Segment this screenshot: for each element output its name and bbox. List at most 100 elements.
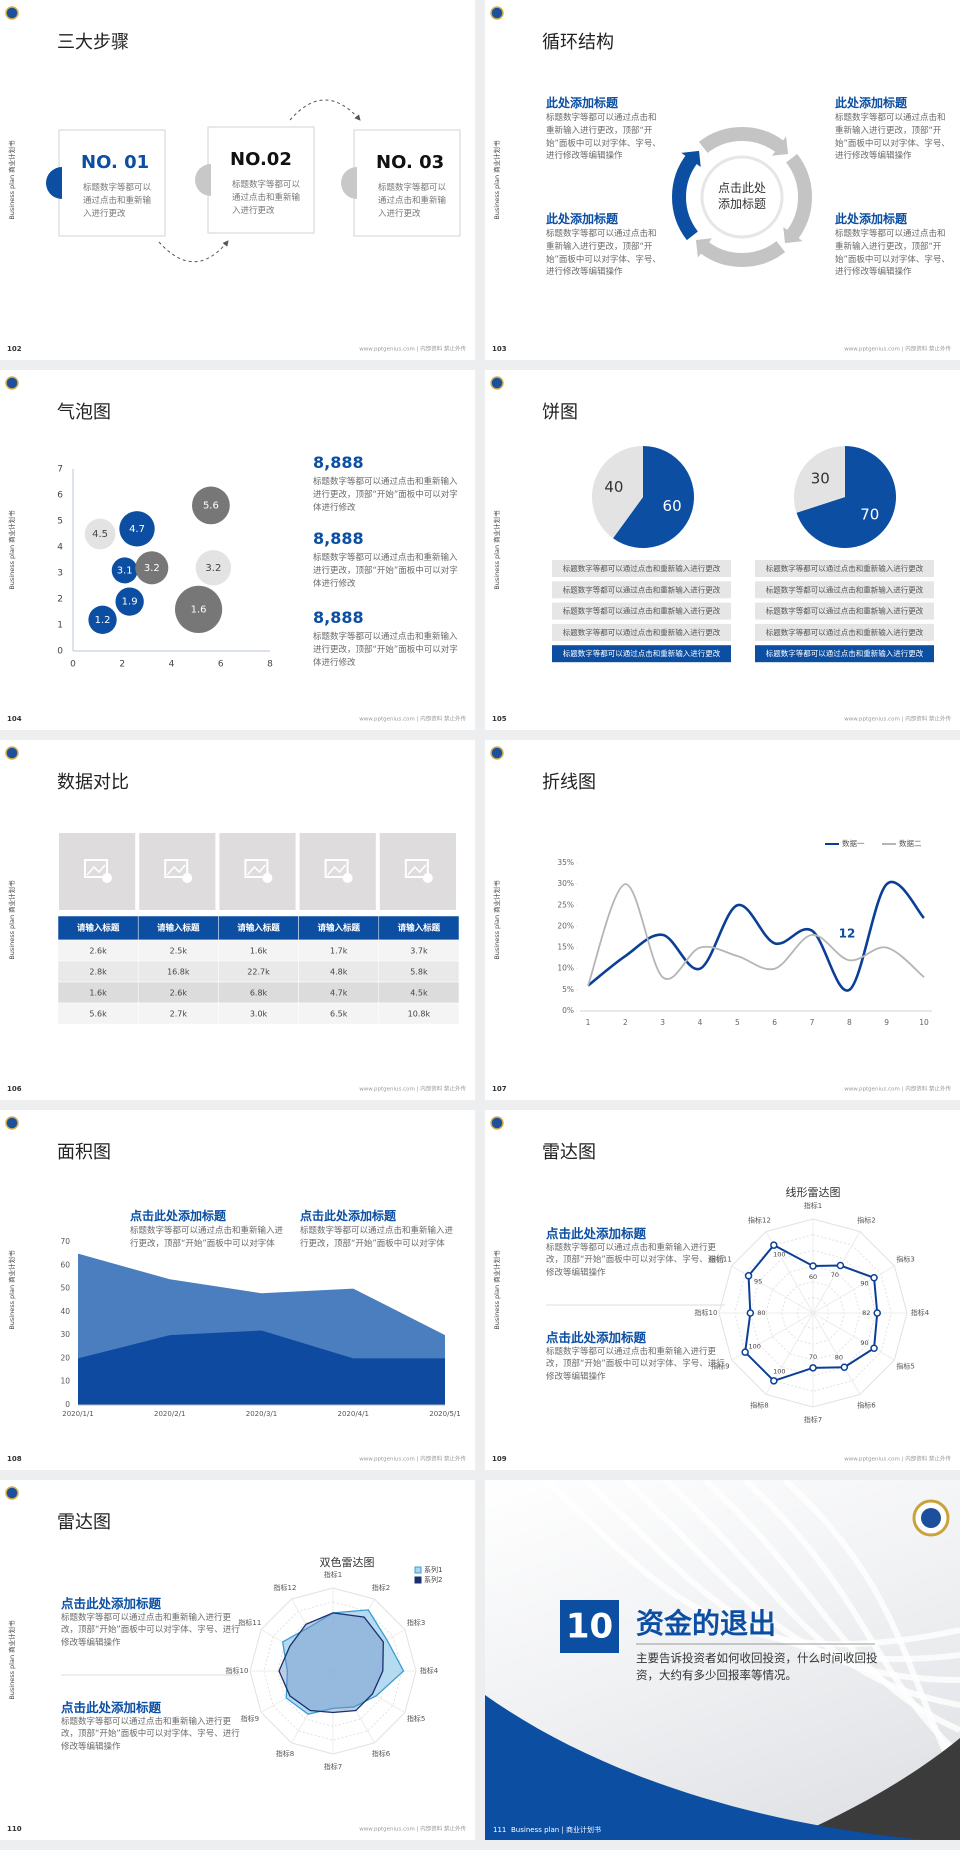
pie-item-text: 标题数字等都可以通过点击和重新输入进行更改 bbox=[766, 606, 924, 616]
radar-value-label: 100 bbox=[773, 1367, 785, 1375]
x-tick-label: 2020/4/1 bbox=[338, 1410, 369, 1418]
pie-item-bar bbox=[552, 645, 731, 663]
section-title: 资金的退出 bbox=[636, 1607, 777, 1640]
radar-title: 线形雷达图 bbox=[786, 1185, 841, 1199]
slide-graphics: Business plan 商业计划书 106 www.pptgenius.com … bbox=[5, 746, 466, 1093]
y-tick-label: 50 bbox=[60, 1284, 70, 1293]
image-icon-plus bbox=[262, 873, 273, 883]
series-area bbox=[78, 1330, 445, 1405]
step-tab bbox=[195, 164, 211, 196]
block-heading: 点击此处添加标题 bbox=[546, 1330, 647, 1345]
block-text: 标题数字等都可以通过点击和重新输入进行更改，顶部“开始”面板中可以对字体 bbox=[130, 1226, 284, 1249]
radar-value-label: 90 bbox=[860, 1339, 868, 1347]
bubble-label: 1.2 bbox=[95, 615, 111, 626]
x-tick-label: 2020/5/1 bbox=[429, 1410, 460, 1418]
image-icon bbox=[164, 859, 189, 878]
pie-item-text: 标题数字等都可以通过点击和重新输入进行更改 bbox=[766, 648, 924, 658]
cycle-arrow-head bbox=[681, 150, 701, 168]
legend-swatch bbox=[414, 1566, 422, 1574]
y-tick-label: 20 bbox=[60, 1353, 70, 1362]
block-text: 标题数字等都可以通过点击和重新输入进行更改，顶部“开始”面板中可以对字体、字号、… bbox=[61, 1612, 240, 1649]
table-header-text: 请输入标题 bbox=[237, 923, 280, 934]
pie-item-text: 标题数字等都可以通过点击和重新输入进行更改 bbox=[766, 563, 924, 573]
table-cell-text: 2.8k bbox=[89, 968, 107, 977]
table-cell-text: 3.7k bbox=[410, 947, 428, 956]
section-text: 主要告诉投资者如何收回投资，什么时间收回投资，大约有多少回报率等情况。 bbox=[636, 1651, 878, 1683]
logo bbox=[5, 376, 19, 390]
pie-slice bbox=[592, 446, 643, 539]
slide: Business plan 商业计划书 104 www.pptgenius.com … bbox=[0, 370, 475, 730]
slide: Business plan 商业计划书 108 www.pptgenius.com … bbox=[0, 1110, 475, 1470]
table-cell-text: 1.6k bbox=[250, 947, 268, 956]
radar-axis-label: 指标3 bbox=[407, 1618, 425, 1627]
logo bbox=[490, 376, 504, 390]
pie-item-bar bbox=[552, 560, 731, 577]
table-header-text: 请输入标题 bbox=[77, 923, 120, 934]
x-tick-label: 0 bbox=[70, 660, 76, 670]
radar-axis-label: 指标9 bbox=[241, 1714, 259, 1723]
side-label: Business plan 商业计划书 bbox=[7, 140, 16, 220]
slide: 10 111 Business plan | 商业计划书 资金的退出 主要告诉投资者如何… bbox=[485, 1480, 960, 1840]
block-heading: 此处添加标题 bbox=[546, 96, 619, 110]
slide-title: 三大步骤 bbox=[57, 32, 129, 53]
slide-title: 循环结构 bbox=[542, 32, 614, 53]
y-tick-label: 15% bbox=[557, 943, 574, 952]
radar-value-label: 70 bbox=[809, 1353, 817, 1361]
pie-item-text: 标题数字等都可以通过点击和重新输入进行更改 bbox=[563, 584, 721, 594]
block-heading: 此处添加标题 bbox=[835, 96, 908, 110]
x-tick-label: 7 bbox=[810, 1018, 815, 1027]
slide: Business plan 商业计划书 102 www.pptgenius.com … bbox=[0, 0, 475, 360]
table-cell bbox=[378, 1002, 460, 1025]
slide-title: 气泡图 bbox=[57, 402, 111, 423]
cycle-arrow-head bbox=[695, 238, 713, 258]
radar-title: 双色雷达图 bbox=[320, 1555, 375, 1569]
y-tick-label: 0% bbox=[562, 1006, 574, 1015]
radar-point bbox=[809, 1364, 817, 1372]
bubble bbox=[111, 557, 138, 584]
image-icon-mountain bbox=[327, 864, 347, 876]
block-heading: 点击此处添加标题 bbox=[546, 1226, 647, 1241]
page-number: 110 bbox=[7, 1825, 22, 1833]
image-icon-mountain bbox=[166, 864, 186, 876]
block-heading: 点击此处添加标题 bbox=[130, 1209, 227, 1223]
step-tab bbox=[46, 167, 62, 199]
side-label: Business plan 商业计划书 bbox=[492, 880, 501, 960]
footer-label: www.pptgenius.com | 内部资料 禁止外传 bbox=[359, 1455, 466, 1463]
radar-spoke bbox=[812, 1312, 861, 1395]
y-tick-label: 5% bbox=[562, 985, 574, 994]
image-icon bbox=[244, 859, 269, 878]
slide-title: 折线图 bbox=[542, 772, 596, 793]
y-tick-label: 6 bbox=[57, 491, 63, 501]
note-value: 8,888 bbox=[313, 453, 364, 472]
logo bbox=[490, 1116, 504, 1130]
bubble-label: 1.9 bbox=[122, 597, 138, 608]
step-tab bbox=[341, 167, 357, 199]
table-header-cell bbox=[137, 915, 219, 941]
radar-axis-label: 指标5 bbox=[896, 1362, 914, 1371]
bubble-label: 4.7 bbox=[129, 524, 145, 535]
radar-axis-label: 指标11 bbox=[709, 1255, 732, 1264]
radar-value-label: 100 bbox=[773, 1251, 785, 1259]
table-cell-text: 16.8k bbox=[167, 968, 190, 977]
radar-point bbox=[873, 1309, 881, 1317]
table-cell-text: 2.7k bbox=[170, 1010, 188, 1019]
radar-series bbox=[281, 1609, 405, 1715]
logo bbox=[5, 6, 19, 20]
radar-spoke bbox=[812, 1231, 861, 1314]
x-tick-label: 8 bbox=[847, 1018, 852, 1027]
table-header-text: 请输入标题 bbox=[398, 923, 441, 934]
side-label: Business plan 商业计划书 bbox=[7, 1620, 16, 1700]
cycle-arrow-head bbox=[783, 226, 803, 244]
image-icon bbox=[84, 859, 108, 878]
pie-item-bar bbox=[552, 623, 731, 641]
x-tick-label: 2020/1/1 bbox=[62, 1410, 93, 1418]
radar-axis-label: 指标5 bbox=[407, 1714, 425, 1723]
number-box bbox=[560, 1600, 619, 1653]
pie-item-bar bbox=[755, 560, 934, 577]
legend-swatch bbox=[414, 1576, 422, 1584]
radar-point bbox=[870, 1344, 878, 1352]
step-text: 标题数字等都可以通过点击和重新输入进行更改 bbox=[232, 180, 301, 217]
x-tick-label: 6 bbox=[772, 1018, 777, 1027]
page-number: 102 bbox=[7, 345, 22, 353]
block-text: 标题数字等都可以通过点击和重新输入进行更改，顶部“开始”面板中可以对字体、字号、… bbox=[546, 113, 661, 162]
